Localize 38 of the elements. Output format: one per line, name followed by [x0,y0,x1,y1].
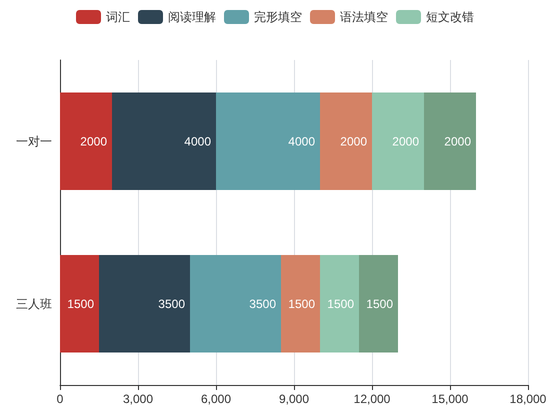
x-tick-label: 0 [56,392,64,406]
bar [99,255,190,352]
y-tick-label: 一对一 [16,134,52,148]
bar [320,92,372,190]
legend-label: 阅读理解 [168,10,216,24]
data-label: 2000 [80,134,108,148]
x-tick-label: 18,000 [510,392,547,406]
bar [112,92,216,190]
x-tick-label: 9,000 [278,392,310,406]
bar [216,92,320,190]
x-tick-label: 12,000 [354,392,391,406]
data-label: 4000 [288,134,316,148]
bar [60,255,99,352]
bar [281,255,320,352]
bar [424,92,476,190]
legend-label: 词汇 [106,10,130,24]
bar [320,255,359,352]
data-label: 4000 [184,134,212,148]
data-label: 1500 [288,296,316,311]
bar [60,92,112,190]
data-label: 3500 [249,296,276,311]
legend-label: 短文改错 [426,10,474,24]
bar [190,255,281,352]
data-label: 3500 [158,296,186,311]
legend-label: 语法填空 [340,10,388,24]
data-label: 2000 [444,134,472,148]
x-tick-label: 6,000 [200,392,232,406]
y-tick-label: 三人班 [16,296,52,311]
bar [372,92,424,190]
data-label: 2000 [392,134,420,148]
legend-label: 完形填空 [254,10,302,24]
x-tick-label: 15,000 [432,392,469,406]
x-tick-label: 3,000 [122,392,154,406]
data-label: 2000 [340,134,368,148]
data-label: 1500 [67,296,94,311]
data-label: 1500 [327,296,354,311]
bar [359,255,398,352]
data-label: 1500 [366,296,394,311]
